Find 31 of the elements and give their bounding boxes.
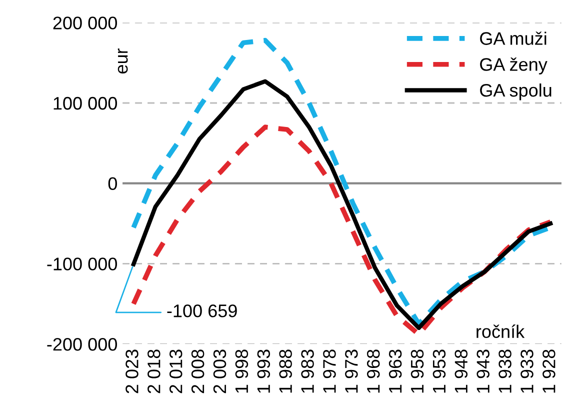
x-tick-label: 2 023 xyxy=(126,350,138,394)
x-tick-label: 1 963 xyxy=(388,350,402,393)
x-tick-label: 2 013 xyxy=(169,350,182,394)
x-tick-label: 1 938 xyxy=(498,350,512,393)
y-tick-label: -200 000 xyxy=(47,338,117,351)
y-axis-title: eur xyxy=(118,48,128,74)
x-tick-label: 1 988 xyxy=(279,350,292,393)
y-tick-label: -100 000 xyxy=(47,258,117,270)
legend-label: GA muži xyxy=(480,32,546,45)
annotation: -100 659 xyxy=(167,304,237,318)
x-tick-label: 1 968 xyxy=(366,350,380,393)
x-axis-title: ročník xyxy=(476,324,525,338)
x-tick-label: 1 958 xyxy=(410,350,424,393)
legend-label: GA spolu xyxy=(480,83,552,100)
x-tick-label: 2 008 xyxy=(191,350,204,394)
y-tick-label: 100 000 xyxy=(54,96,117,110)
legend-label: GA ženy xyxy=(480,58,548,74)
x-tick-label: 1 933 xyxy=(520,350,534,393)
x-tick-label: 1 978 xyxy=(323,350,336,393)
y-tick-label: 0 xyxy=(108,177,117,190)
x-tick-label: 1 948 xyxy=(454,350,468,393)
x-tick-label: 1 993 xyxy=(257,350,270,393)
x-tick-label: 1 953 xyxy=(432,350,446,393)
x-tick-label: 1 943 xyxy=(476,350,490,393)
x-tick-label: 2 003 xyxy=(213,350,226,394)
y-tick-label: 200 000 xyxy=(53,16,117,30)
x-tick-label: 1 998 xyxy=(235,350,248,393)
x-tick-label: 1 973 xyxy=(345,350,358,393)
x-tick-label: 1 928 xyxy=(542,350,556,393)
x-tick-label: 1 983 xyxy=(301,350,314,393)
x-tick-label: 2 018 xyxy=(148,350,160,394)
